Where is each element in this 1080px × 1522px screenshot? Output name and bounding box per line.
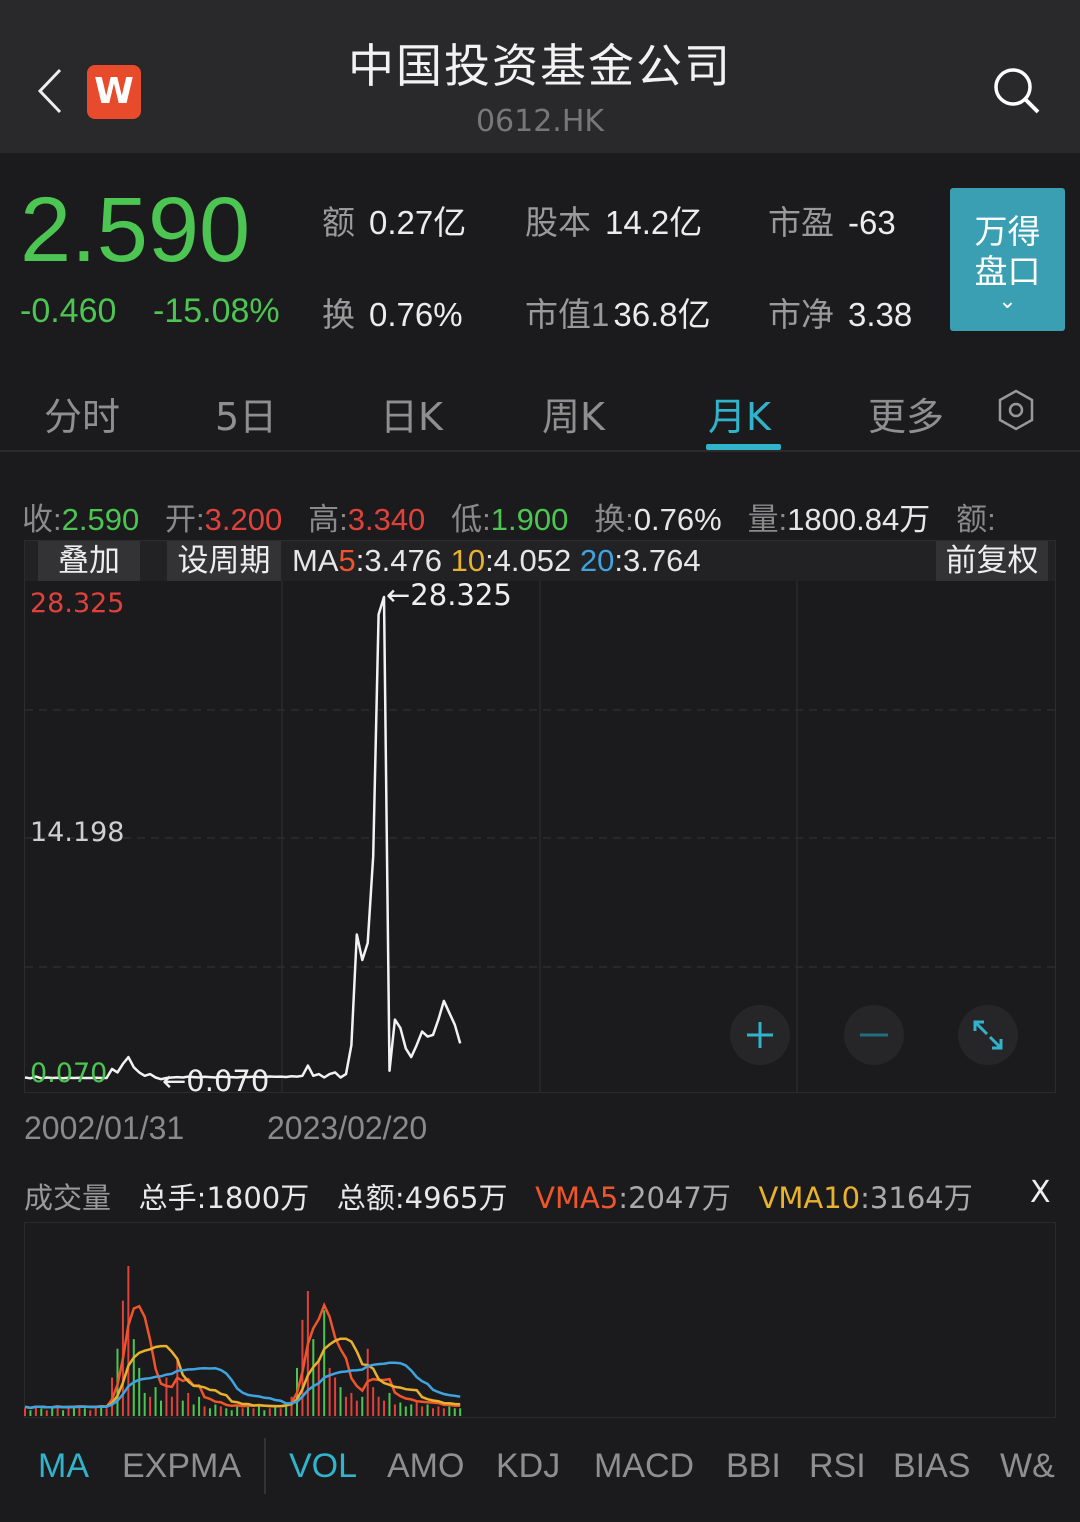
y-tick-mid: 14.198: [30, 817, 124, 848]
indicator-expma[interactable]: EXPMA: [122, 1447, 242, 1485]
tab-5day[interactable]: 5日: [215, 395, 278, 439]
indicator-kdj[interactable]: KDJ: [496, 1447, 561, 1485]
ma-legend: MA5:3.476 10:4.052 20:3.764: [292, 543, 701, 578]
wind-logo[interactable]: W: [87, 65, 141, 119]
settings-icon[interactable]: [997, 389, 1035, 431]
back-chevron-icon[interactable]: [36, 66, 66, 116]
tab-daily-k[interactable]: 日K: [380, 395, 443, 439]
stat-share-capital: 股本 14.2亿: [525, 204, 703, 241]
vma20-line: [24, 1361, 461, 1410]
indicator-wr[interactable]: W&: [1000, 1447, 1055, 1485]
indicator-rsi[interactable]: RSI: [809, 1447, 866, 1485]
divider: [264, 1438, 266, 1494]
indicator-ma[interactable]: MA: [38, 1447, 89, 1485]
wind-button-line1: 万得: [974, 212, 1041, 251]
ohlc-bar: 收:2.590 开:3.200 高:3.340 低:1.900 换:0.76% …: [22, 502, 996, 537]
plus-icon: [747, 1022, 773, 1048]
overlay-button[interactable]: 叠加: [38, 541, 140, 581]
stock-code: 0612.HK: [475, 104, 605, 139]
indicator-bias[interactable]: BIAS: [893, 1447, 971, 1485]
vma10-line: [24, 1337, 461, 1410]
volume-chart[interactable]: [0, 1200, 1080, 1430]
tab-intraday[interactable]: 分时: [44, 395, 121, 439]
zoom-out-button[interactable]: [844, 1005, 904, 1065]
y-tick-min: 0.070: [30, 1058, 107, 1089]
wind-orderbook-button[interactable]: 万得 盘口 ⌄: [950, 188, 1065, 331]
indicator-amo[interactable]: AMO: [387, 1447, 465, 1485]
top-bar: [0, 0, 1080, 153]
x-tick-end: 2023/02/20: [267, 1110, 428, 1146]
tab-more[interactable]: 更多: [868, 395, 945, 439]
stat-pe: 市盈 -63: [768, 204, 896, 241]
price-change: -0.460: [20, 292, 117, 330]
x-tick-start: 2002/01/31: [24, 1110, 185, 1146]
y-tick-max: 28.325: [30, 588, 124, 619]
set-period-button[interactable]: 设周期: [167, 541, 281, 581]
indicator-macd[interactable]: MACD: [594, 1447, 695, 1485]
stat-amount: 额 0.27亿: [322, 204, 467, 241]
divider: [0, 450, 1080, 452]
search-icon[interactable]: [992, 66, 1042, 116]
price-chart[interactable]: 28.325 14.198 0.070 ←28.325 ←0.070: [0, 0, 1080, 1100]
zoom-in-button[interactable]: [730, 1005, 790, 1065]
last-price: 2.590: [20, 179, 251, 281]
expand-icon: [973, 1020, 1003, 1050]
indicator-bbi[interactable]: BBI: [726, 1447, 781, 1485]
wind-button-line2: 盘口: [974, 252, 1041, 291]
max-annotation: ←28.325: [386, 578, 512, 612]
chevron-down-icon: ⌄: [998, 289, 1017, 314]
volume-header: 成交量 总手:1800万 总额:4965万 VMA5:2047万 VMA10:3…: [24, 1181, 973, 1215]
tab-monthly-k[interactable]: 月K: [708, 395, 771, 439]
stat-pb: 市净 3.38: [768, 296, 913, 333]
stat-market-cap: 市值1 36.8亿: [525, 296, 711, 333]
stat-turnover: 换 0.76%: [322, 296, 463, 333]
price-line: [24, 595, 462, 1081]
close-volume-icon[interactable]: X: [1030, 1175, 1051, 1210]
page-title: 中国投资基金公司: [348, 39, 732, 93]
tab-weekly-k[interactable]: 周K: [542, 395, 605, 439]
volume-chart-frame: [24, 1222, 1056, 1418]
adjust-button[interactable]: 前复权: [936, 541, 1048, 581]
fullscreen-button[interactable]: [958, 1005, 1018, 1065]
minus-icon: [860, 1033, 888, 1037]
min-annotation: ←0.070: [162, 1064, 269, 1098]
active-tab-indicator: [706, 444, 781, 450]
price-change-pct: -15.08%: [153, 292, 280, 330]
indicator-vol[interactable]: VOL: [289, 1447, 358, 1485]
